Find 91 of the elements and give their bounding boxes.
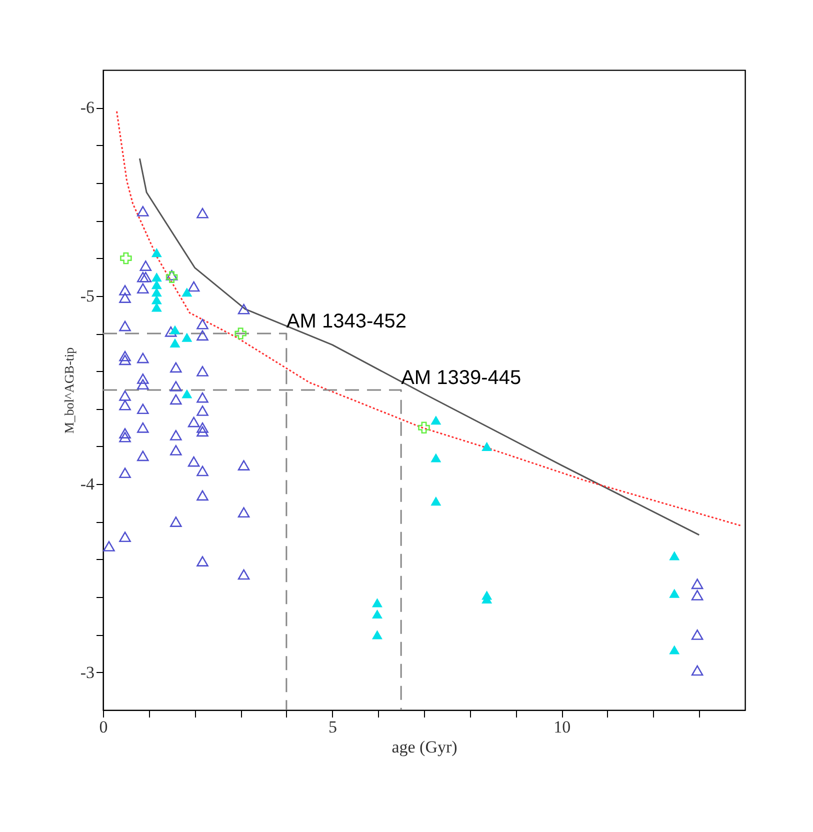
point xyxy=(182,389,192,398)
point xyxy=(140,260,152,271)
point xyxy=(151,280,162,290)
y-tick-label: -6 xyxy=(80,98,94,118)
annotation: AM 1339-445 xyxy=(401,367,522,389)
point xyxy=(137,404,149,414)
point xyxy=(691,665,704,676)
point xyxy=(196,422,208,433)
line-series xyxy=(138,158,700,536)
point xyxy=(691,578,704,590)
point xyxy=(137,374,149,384)
point xyxy=(196,208,208,218)
point xyxy=(196,406,208,416)
point xyxy=(170,445,182,456)
x-tick-label: 10 xyxy=(554,718,571,736)
point xyxy=(120,252,132,264)
line-series xyxy=(116,110,742,526)
point xyxy=(119,390,131,401)
point xyxy=(137,450,149,462)
point xyxy=(182,288,192,297)
point xyxy=(119,400,131,410)
point xyxy=(119,285,131,296)
point xyxy=(119,354,131,366)
point xyxy=(166,271,178,283)
y-tick-label: -4 xyxy=(80,474,95,494)
x-tick-label: 0 xyxy=(99,718,108,736)
point xyxy=(196,318,208,330)
point xyxy=(137,422,149,433)
point xyxy=(103,541,115,552)
point xyxy=(170,338,180,348)
point xyxy=(137,272,149,282)
point xyxy=(188,281,200,292)
x-axis-title: age (Gyr) xyxy=(392,738,458,756)
point xyxy=(137,352,149,364)
point xyxy=(196,556,208,566)
point xyxy=(238,507,250,518)
point xyxy=(669,588,680,598)
point xyxy=(137,206,149,216)
point xyxy=(119,292,131,303)
point xyxy=(188,456,200,467)
point xyxy=(482,442,492,452)
point xyxy=(119,432,131,442)
y-tick-label: -5 xyxy=(80,286,94,306)
point xyxy=(137,283,149,294)
point xyxy=(669,645,680,654)
point xyxy=(119,532,131,542)
point xyxy=(170,430,182,440)
point xyxy=(140,272,152,282)
point xyxy=(418,422,430,434)
point xyxy=(170,325,180,334)
annotation: AM 1343-452 xyxy=(286,310,407,333)
point xyxy=(119,468,131,478)
point xyxy=(430,496,442,506)
point xyxy=(182,332,192,342)
point xyxy=(430,453,442,462)
x-tick-label: 5 xyxy=(328,718,338,736)
point xyxy=(372,598,382,608)
point xyxy=(691,590,704,600)
point xyxy=(151,302,162,312)
point xyxy=(196,490,208,501)
point xyxy=(166,270,178,280)
point xyxy=(151,288,162,297)
point xyxy=(170,362,182,373)
point xyxy=(372,609,382,619)
point xyxy=(151,272,162,282)
point xyxy=(234,328,246,340)
point xyxy=(691,630,704,640)
point xyxy=(238,304,250,314)
point xyxy=(170,381,182,392)
point xyxy=(151,295,162,304)
point xyxy=(188,416,200,428)
point xyxy=(119,428,131,438)
y-axis-title: M_bol^AGB-tip xyxy=(61,347,76,434)
point xyxy=(372,630,382,640)
point xyxy=(170,394,182,405)
point xyxy=(196,466,208,476)
point xyxy=(669,551,680,560)
point xyxy=(196,392,208,403)
point xyxy=(119,320,131,332)
point xyxy=(151,248,162,258)
point xyxy=(196,330,208,341)
point xyxy=(430,416,442,425)
point xyxy=(119,350,131,362)
point xyxy=(164,326,177,337)
y-tick-label: -3 xyxy=(80,662,94,682)
point xyxy=(238,569,250,580)
point xyxy=(196,366,208,376)
point xyxy=(170,516,182,527)
point xyxy=(137,379,149,390)
point xyxy=(196,426,208,437)
point xyxy=(238,460,250,470)
